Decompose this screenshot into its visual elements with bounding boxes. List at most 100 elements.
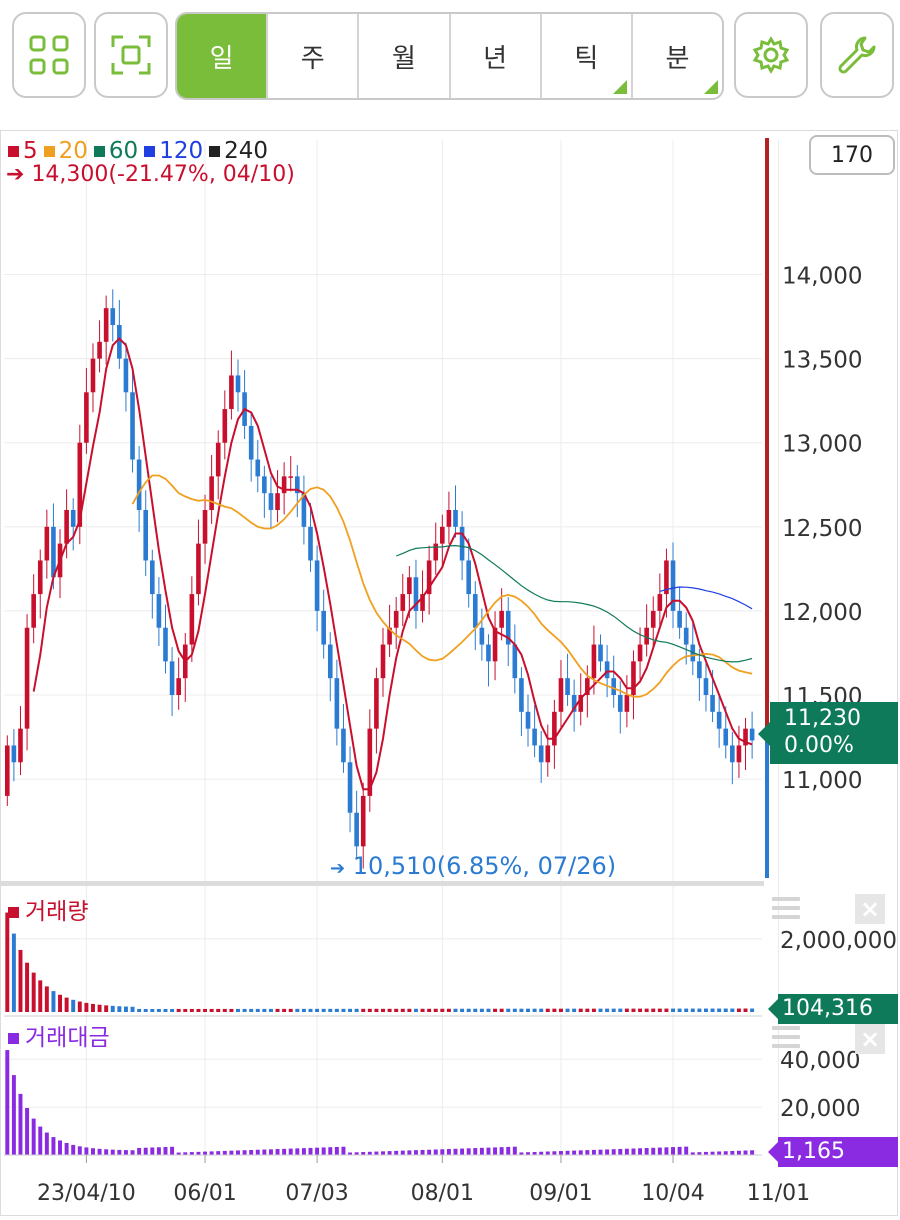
amount-bar: [156, 1147, 161, 1155]
volume-bar: [222, 1008, 227, 1012]
volume-bar: [176, 1008, 181, 1012]
candle-body: [631, 661, 636, 695]
grid-layout-button[interactable]: [12, 12, 86, 98]
amount-bar: [499, 1147, 504, 1155]
amount-bar: [657, 1147, 662, 1155]
candle-body: [400, 594, 406, 611]
amount-bar: [242, 1150, 247, 1155]
amount-bar: [216, 1151, 221, 1155]
moving-average-line: [32, 337, 753, 791]
volume-bar: [11, 933, 16, 1012]
amount-bar: [506, 1146, 511, 1155]
amount-bar: [170, 1146, 175, 1155]
candle-body: [229, 375, 234, 410]
max-price-note: ➔ 14,300(-21.47%, 04/10): [6, 162, 295, 187]
tab-0[interactable]: 일: [177, 14, 267, 98]
volume-bar: [512, 1008, 517, 1012]
candle-body: [18, 728, 23, 763]
amount-bar: [328, 1147, 333, 1155]
candle-body: [637, 644, 643, 662]
legend-item: 5: [8, 138, 38, 164]
moving-average-line: [659, 586, 753, 610]
amount-bar: [97, 1148, 102, 1155]
submenu-corner-icon: [612, 80, 627, 94]
amount-bar: [367, 1151, 372, 1155]
settings-button[interactable]: [734, 12, 808, 98]
amount-tick-label: 40,000: [780, 1048, 860, 1074]
tab-3[interactable]: 년: [448, 14, 540, 98]
tools-button[interactable]: [820, 12, 894, 98]
x-tick-label: 07/03: [285, 1181, 348, 1206]
arrow-right-icon: ➔: [330, 858, 346, 879]
candle-body: [710, 695, 715, 712]
candle-body: [77, 442, 83, 527]
tab-2[interactable]: 월: [357, 14, 448, 98]
amount-bar: [150, 1147, 155, 1155]
x-tick-label: 06/01: [173, 1181, 236, 1206]
amount-bar: [209, 1151, 214, 1155]
amount-bar: [361, 1152, 366, 1155]
candle-body: [235, 375, 241, 393]
crop-button[interactable]: [94, 12, 168, 98]
amount-bar: [440, 1149, 445, 1155]
volume-bar: [123, 1006, 128, 1012]
volume-bar: [638, 1008, 643, 1012]
amount-bar: [631, 1148, 636, 1155]
volume-title-label: 거래량: [25, 899, 89, 925]
amount-bar: [578, 1150, 583, 1155]
current-price-tag: 11,230 0.00%: [758, 702, 898, 764]
candle-body: [31, 594, 36, 628]
amount-bar: [348, 1152, 353, 1155]
price-tick-label: 12,500: [782, 516, 862, 542]
volume-menu-icon[interactable]: [772, 897, 800, 925]
volume-bar: [703, 1008, 708, 1012]
amount-bar: [466, 1148, 471, 1155]
zoom-count-button[interactable]: 170: [809, 135, 895, 175]
volume-close-icon[interactable]: ×: [855, 894, 885, 924]
volume-bar: [565, 1008, 570, 1012]
tab-4[interactable]: 틱: [539, 14, 631, 98]
volume-bar: [736, 1008, 741, 1012]
candle-body: [486, 644, 491, 662]
amount-bar: [11, 1075, 16, 1155]
volume-bar: [236, 1008, 240, 1012]
volume-bar: [723, 1008, 728, 1012]
amount-bar: [341, 1146, 346, 1155]
volume-bar: [110, 1005, 115, 1012]
candle-body: [90, 358, 96, 393]
tab-5[interactable]: 분: [630, 14, 722, 98]
tab-1[interactable]: 주: [266, 14, 357, 98]
candle-body: [360, 795, 366, 847]
amount-bar: [183, 1152, 188, 1155]
candle-body: [683, 627, 689, 645]
candle-body: [578, 695, 584, 712]
volume-bar: [526, 1008, 530, 1012]
amount-bar: [519, 1152, 524, 1155]
amount-bar: [532, 1151, 537, 1155]
amount-title-label: 거래대금: [25, 1025, 110, 1051]
amount-bar: [664, 1147, 669, 1155]
amount-bar: [677, 1146, 682, 1155]
candle-body: [84, 392, 89, 443]
volume-bar: [97, 1004, 102, 1012]
amount-bar: [321, 1147, 326, 1155]
amount-bar: [723, 1151, 728, 1155]
volume-bar: [348, 1008, 353, 1012]
amount-tick-label: 20,000: [780, 1096, 860, 1122]
candle-body: [123, 358, 129, 393]
candle-body: [11, 745, 17, 763]
volume-bar: [466, 1008, 471, 1012]
amount-bar: [236, 1150, 240, 1155]
candle-body: [374, 678, 379, 729]
candle-body: [644, 627, 649, 645]
candle-body: [558, 678, 564, 712]
volume-bar: [611, 1008, 616, 1012]
amount-close-icon[interactable]: ×: [855, 1024, 885, 1054]
legend-swatch: [8, 146, 19, 157]
volume-bar: [71, 999, 76, 1012]
amount-menu-icon[interactable]: [772, 1026, 800, 1054]
candle-body: [743, 728, 748, 746]
volume-bar: [493, 1008, 498, 1012]
